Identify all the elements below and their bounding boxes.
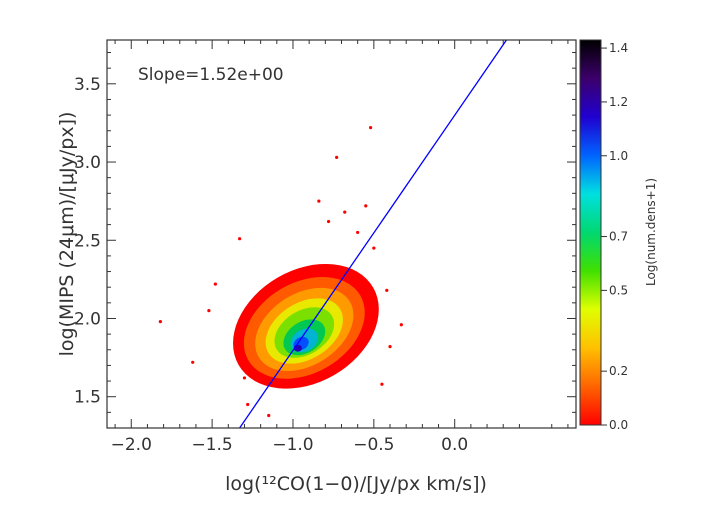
outlier-point [191,360,195,364]
outlier-point [364,204,368,208]
y-axis-label: log(MIPS (24μm)/[μJy/px]) [56,112,78,357]
y-tick-label: 2.0 [74,309,101,329]
outlier-point [335,155,339,159]
outlier-point [242,376,247,380]
colorbar-label: Log(num.dens+1) [644,178,658,286]
outlier-point [207,309,211,313]
outlier-point [267,413,271,418]
x-tick-label: −0.5 [353,435,394,455]
colorbar-tick-label: 0.2 [609,364,628,378]
colorbar-tick-label: 1.0 [609,149,628,163]
colorbar-tick-label: 0.0 [609,418,628,432]
slope-annotation: Slope=1.52e+00 [138,65,284,85]
y-tick-label: 3.0 [74,153,101,173]
outlier-point [246,402,250,407]
outlier-point [385,288,389,292]
outlier-point [317,199,321,203]
colorbar-tick-label: 0.5 [609,283,628,297]
y-tick-label: 2.5 [74,231,101,251]
colorbar-tick-label: 1.2 [609,95,628,109]
y-tick-label: 3.5 [74,75,101,95]
x-tick-label: −1.0 [272,435,313,455]
outlier-point [343,210,347,214]
outlier-point [399,323,403,327]
outlier-point [326,219,331,224]
y-tick-label: 1.5 [74,388,101,408]
outlier-point [369,126,373,130]
outlier-point [158,320,162,324]
x-tick-label: −1.5 [191,435,232,455]
outlier-point [388,345,392,349]
outlier-point [213,282,217,286]
density-contours [233,263,379,389]
outlier-point [372,246,376,250]
outlier-point [356,230,360,235]
y-axis-ticks: 1.5 2.0 2.5 3.0 3.5 [74,52,576,429]
x-axis-label: log(¹²CO(1−0)/[Jy/px km/s]) [225,473,487,495]
colorbar-tick-label: 1.4 [609,41,628,55]
x-tick-label: −2.0 [111,435,152,455]
x-tick-label: 0.0 [441,435,468,455]
fit-line [239,40,507,428]
outlier-point [380,382,384,386]
x-axis-ticks: −2.0 −1.5 −1.0 −0.5 0.0 [111,40,569,455]
colorbar-ticks: 0.0 0.2 0.5 0.7 1.0 1.2 1.4 [601,41,628,432]
colorbar-tick-label: 0.7 [609,230,628,244]
outlier-point [238,237,242,241]
colorbar [579,39,602,426]
outlier-points [158,126,403,418]
